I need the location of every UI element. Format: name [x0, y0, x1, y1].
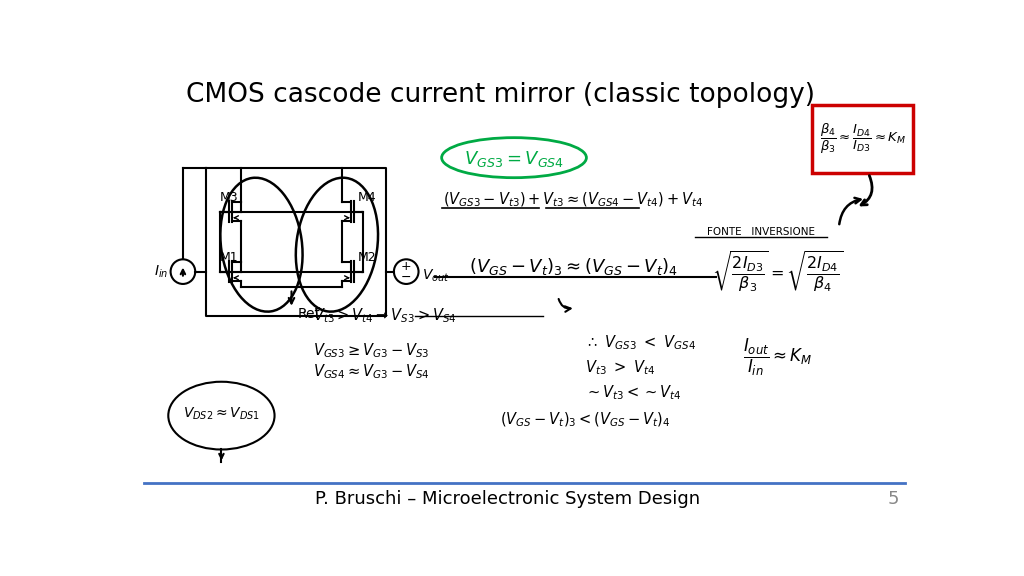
Text: $\dfrac{I_{out}}{I_{in}} \approx K_M$: $\dfrac{I_{out}}{I_{in}} \approx K_M$ — [742, 338, 812, 378]
Text: $V_{t3}>V_{t4} \Rightarrow V_{S3}>V_{S4}$: $V_{t3}>V_{t4} \Rightarrow V_{S3}>V_{S4}… — [313, 306, 457, 325]
Text: P. Bruschi – Microelectronic System Design: P. Bruschi – Microelectronic System Desi… — [315, 490, 700, 508]
Text: $(V_{GS}-V_t)_3 < (V_{GS}-V_t)_4$: $(V_{GS}-V_t)_3 < (V_{GS}-V_t)_4$ — [500, 411, 671, 430]
Text: $V_{DS2} \approx V_{DS1}$: $V_{DS2} \approx V_{DS1}$ — [183, 405, 260, 422]
Text: FONTE   INVERSIONE: FONTE INVERSIONE — [708, 228, 815, 237]
Text: M4: M4 — [357, 191, 377, 204]
Text: $V_{out}$: $V_{out}$ — [422, 267, 450, 284]
Text: 5: 5 — [887, 490, 899, 508]
Text: −: − — [401, 271, 412, 283]
Text: $\sqrt{\dfrac{2I_{D3}}{\beta_3}} = \sqrt{\dfrac{2I_{D4}}{\beta_4}}$: $\sqrt{\dfrac{2I_{D3}}{\beta_3}} = \sqrt… — [712, 249, 843, 294]
Text: $(V_{GS}-V_t)_3 \approx (V_{GS}-V_t)_4$: $(V_{GS}-V_t)_3 \approx (V_{GS}-V_t)_4$ — [469, 256, 678, 276]
Text: M1: M1 — [220, 251, 239, 264]
Text: $V_{GS3} = V_{GS4}$: $V_{GS3} = V_{GS4}$ — [464, 149, 564, 169]
Text: $I_{in}$: $I_{in}$ — [155, 263, 169, 280]
Text: $(V_{GS3}-V_{t3})+V_{t3} \approx (V_{GS4}-V_{t4})+V_{t4}$: $(V_{GS3}-V_{t3})+V_{t3} \approx (V_{GS4… — [443, 191, 703, 209]
Text: M3: M3 — [220, 191, 239, 204]
Text: $\dfrac{\beta_4}{\beta_3} \approx \dfrac{I_{D4}}{I_{D3}} \approx K_M$: $\dfrac{\beta_4}{\beta_3} \approx \dfrac… — [819, 122, 906, 156]
Text: $\therefore\ V_{GS3}\ <\ V_{GS4}$: $\therefore\ V_{GS3}\ <\ V_{GS4}$ — [585, 333, 695, 352]
Text: +: + — [401, 260, 412, 273]
Text: $V_{GS3} \geq V_{G3} - V_{S3}$: $V_{GS3} \geq V_{G3} - V_{S3}$ — [313, 341, 429, 359]
Text: $\sim V_{t3} < \sim V_{t4}$: $\sim V_{t3} < \sim V_{t4}$ — [585, 383, 682, 402]
Text: $V_{GS4} \approx V_{G3} - V_{S4}$: $V_{GS4} \approx V_{G3} - V_{S4}$ — [313, 362, 430, 381]
Text: CMOS cascode current mirror (classic topology): CMOS cascode current mirror (classic top… — [185, 82, 815, 108]
Text: $V_{t3}\ >\ V_{t4}$: $V_{t3}\ >\ V_{t4}$ — [585, 358, 655, 377]
Text: Ref: Ref — [298, 307, 321, 321]
Text: M2: M2 — [357, 251, 377, 264]
